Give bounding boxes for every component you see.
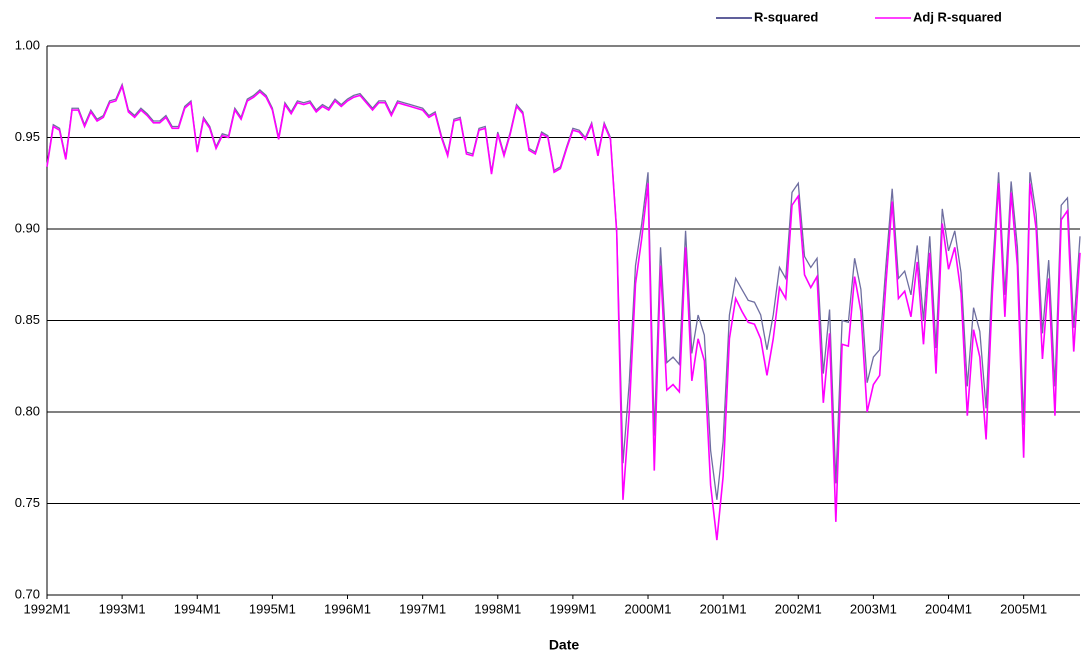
x-tick-label: 2000M1 xyxy=(625,601,672,616)
x-tick-label: 1992M1 xyxy=(24,601,71,616)
y-tick-label: 0.75 xyxy=(15,495,40,510)
x-tick-label: 1999M1 xyxy=(549,601,596,616)
y-tick-label: 0.80 xyxy=(15,403,40,418)
y-tick-label: 0.90 xyxy=(15,220,40,235)
y-tick-label: 0.85 xyxy=(15,312,40,327)
y-tick-label: 1.00 xyxy=(15,37,40,52)
x-tick-label: 1993M1 xyxy=(99,601,146,616)
x-tick-label: 1994M1 xyxy=(174,601,221,616)
x-tick-label: 1995M1 xyxy=(249,601,296,616)
y-tick-label: 0.70 xyxy=(15,586,40,601)
legend-label: Adj R-squared xyxy=(913,9,1002,24)
x-tick-label: 2003M1 xyxy=(850,601,897,616)
legend-label: R-squared xyxy=(754,9,818,24)
series-line xyxy=(46,82,1081,500)
x-tick-label: 1996M1 xyxy=(324,601,371,616)
x-tick-label: 2002M1 xyxy=(775,601,822,616)
y-tick-label: 0.95 xyxy=(15,129,40,144)
series-line xyxy=(46,83,1081,541)
x-tick-label: 2001M1 xyxy=(700,601,747,616)
x-axis-title: Date xyxy=(549,637,580,653)
x-tick-label: 1997M1 xyxy=(399,601,446,616)
x-tick-label: 1998M1 xyxy=(474,601,521,616)
x-tick-label: 2005M1 xyxy=(1000,601,1047,616)
x-tick-label: 2004M1 xyxy=(925,601,972,616)
